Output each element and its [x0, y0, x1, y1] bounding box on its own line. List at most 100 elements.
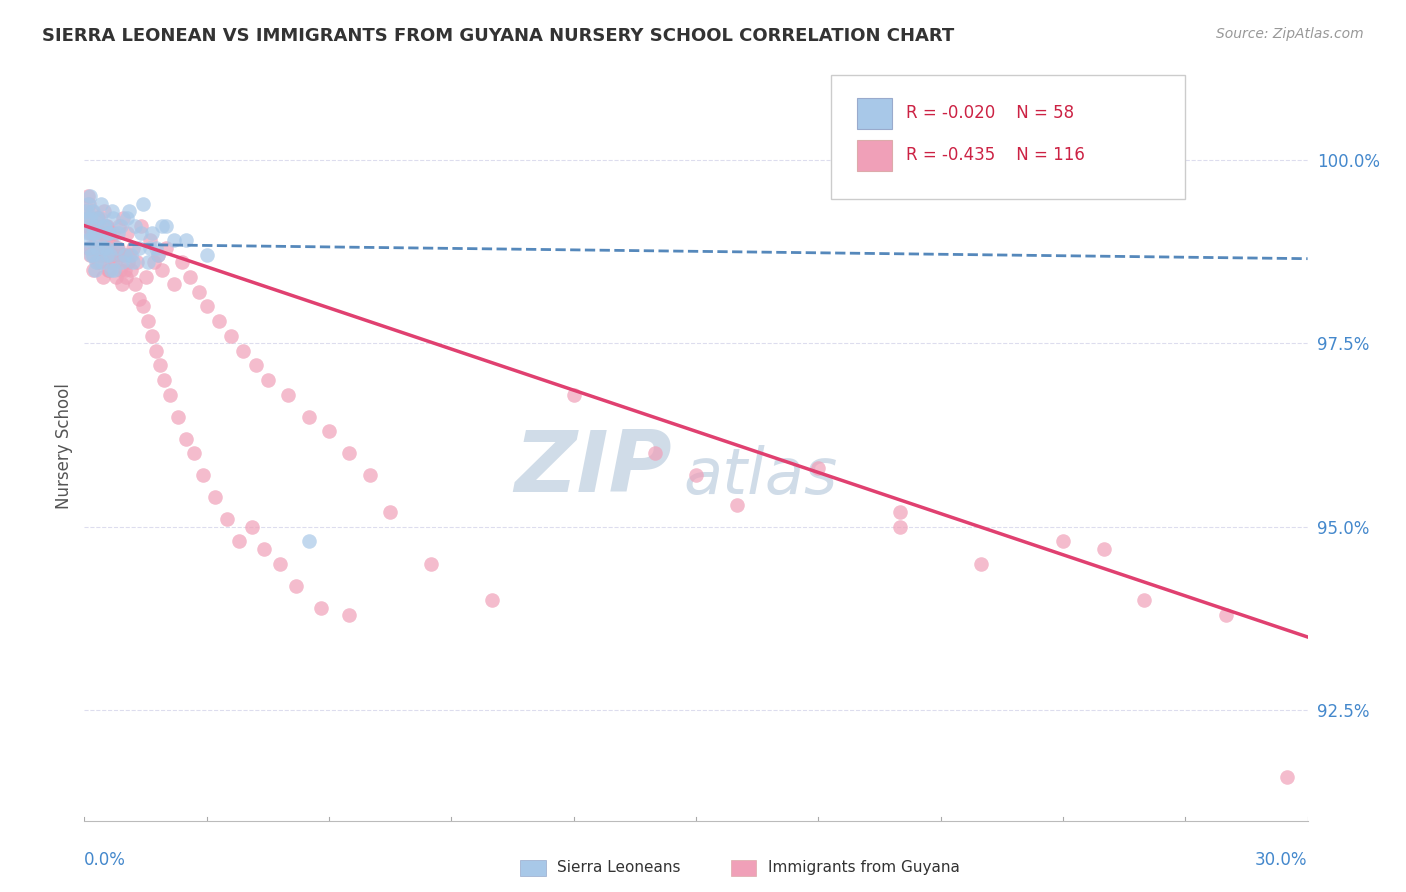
Point [111, 255, 134, 269]
Point [97, 226, 120, 240]
Point [103, 262, 125, 277]
Point [122, 255, 145, 269]
Point [83, 219, 105, 233]
Text: ZIP: ZIP [513, 427, 672, 510]
Point [150, 219, 173, 233]
Point [131, 226, 153, 240]
Point [79, 189, 101, 203]
Point [86, 241, 108, 255]
Point [103, 248, 125, 262]
Point [76, 211, 98, 226]
Point [115, 211, 138, 226]
Point [112, 211, 135, 226]
Point [245, 358, 267, 372]
Point [79, 226, 101, 240]
Point [104, 255, 127, 269]
Point [187, 285, 209, 299]
Point [115, 226, 138, 240]
Point [117, 255, 139, 269]
Point [82, 203, 104, 218]
Point [1092, 541, 1115, 556]
Point [285, 578, 308, 592]
Point [89, 248, 111, 262]
Point [118, 203, 141, 218]
Point [204, 491, 226, 505]
Point [339, 446, 361, 460]
Point [807, 461, 830, 475]
Point [96, 248, 118, 262]
Point [93, 203, 115, 218]
Point [115, 270, 138, 285]
Point [112, 248, 135, 262]
Point [174, 233, 197, 247]
Point [79, 248, 101, 262]
Point [257, 373, 280, 387]
Point [100, 255, 122, 269]
Point [163, 233, 186, 247]
Point [79, 211, 101, 226]
Point [100, 262, 122, 277]
Point [228, 534, 250, 549]
Point [141, 226, 163, 240]
Point [83, 226, 105, 240]
Point [90, 255, 112, 269]
Point [163, 277, 186, 292]
Point [135, 270, 157, 285]
Point [889, 520, 911, 534]
Point [155, 241, 177, 255]
Point [240, 520, 263, 534]
Y-axis label: Nursery School: Nursery School [55, 383, 73, 509]
Point [120, 262, 142, 277]
Point [159, 387, 181, 401]
Point [86, 211, 108, 226]
Point [167, 409, 190, 424]
Point [195, 248, 218, 262]
Point [359, 468, 381, 483]
Point [87, 255, 110, 269]
Point [114, 262, 136, 277]
Point [94, 248, 117, 262]
Point [87, 233, 110, 247]
Point [970, 557, 993, 571]
Point [77, 189, 100, 203]
Point [644, 446, 666, 460]
Point [1277, 770, 1299, 784]
Text: atlas: atlas [683, 445, 838, 507]
Point [90, 226, 112, 240]
Point [97, 262, 120, 277]
Point [104, 270, 127, 285]
Point [108, 219, 131, 233]
Point [132, 196, 155, 211]
Point [380, 505, 402, 519]
Point [82, 226, 104, 240]
Point [124, 219, 146, 233]
Point [122, 241, 145, 255]
Text: R = -0.020    N = 58: R = -0.020 N = 58 [907, 103, 1074, 121]
Point [191, 468, 214, 483]
Point [124, 277, 146, 292]
Point [725, 498, 748, 512]
Point [219, 328, 242, 343]
Point [80, 219, 103, 233]
Point [110, 248, 132, 262]
Point [114, 248, 136, 262]
Point [145, 343, 167, 358]
Point [77, 241, 100, 255]
Point [82, 203, 104, 218]
Point [128, 292, 150, 306]
Point [141, 328, 163, 343]
Point [77, 196, 100, 211]
Point [98, 233, 121, 247]
Point [142, 255, 165, 269]
Point [269, 557, 291, 571]
Point [339, 607, 361, 622]
Point [86, 255, 108, 269]
Point [150, 262, 173, 277]
Point [101, 226, 124, 240]
Point [84, 241, 107, 255]
Point [128, 241, 150, 255]
Point [97, 226, 120, 240]
Point [1215, 607, 1237, 622]
Point [1133, 593, 1156, 607]
Point [105, 241, 128, 255]
